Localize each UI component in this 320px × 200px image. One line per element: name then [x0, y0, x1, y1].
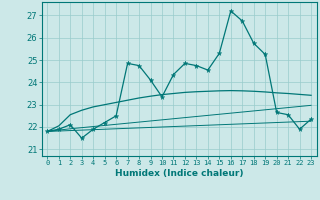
X-axis label: Humidex (Indice chaleur): Humidex (Indice chaleur) [115, 169, 244, 178]
